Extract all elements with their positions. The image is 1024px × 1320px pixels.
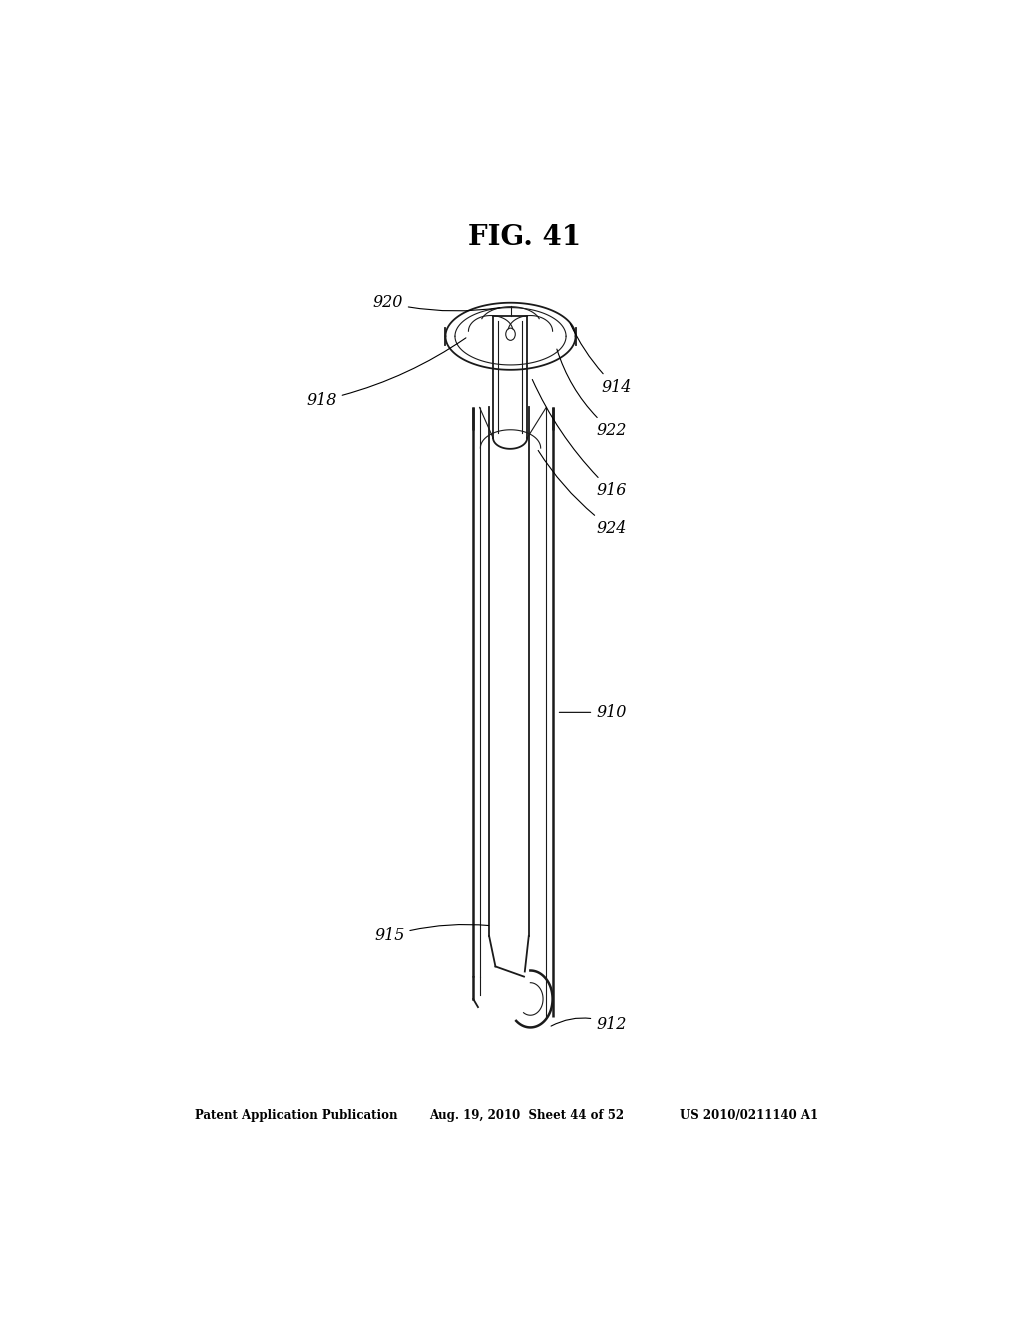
Text: 915: 915 bbox=[374, 924, 488, 944]
Text: Aug. 19, 2010  Sheet 44 of 52: Aug. 19, 2010 Sheet 44 of 52 bbox=[430, 1109, 625, 1122]
Text: 918: 918 bbox=[306, 338, 466, 409]
Text: 920: 920 bbox=[373, 294, 500, 312]
Text: 910: 910 bbox=[559, 704, 627, 721]
Text: 924: 924 bbox=[539, 450, 627, 537]
Text: 922: 922 bbox=[557, 348, 627, 440]
Text: FIG. 41: FIG. 41 bbox=[468, 224, 582, 251]
Text: 912: 912 bbox=[551, 1016, 627, 1032]
Text: 914: 914 bbox=[570, 323, 632, 396]
Text: 916: 916 bbox=[532, 379, 627, 499]
Text: US 2010/0211140 A1: US 2010/0211140 A1 bbox=[680, 1109, 818, 1122]
Text: Patent Application Publication: Patent Application Publication bbox=[196, 1109, 398, 1122]
